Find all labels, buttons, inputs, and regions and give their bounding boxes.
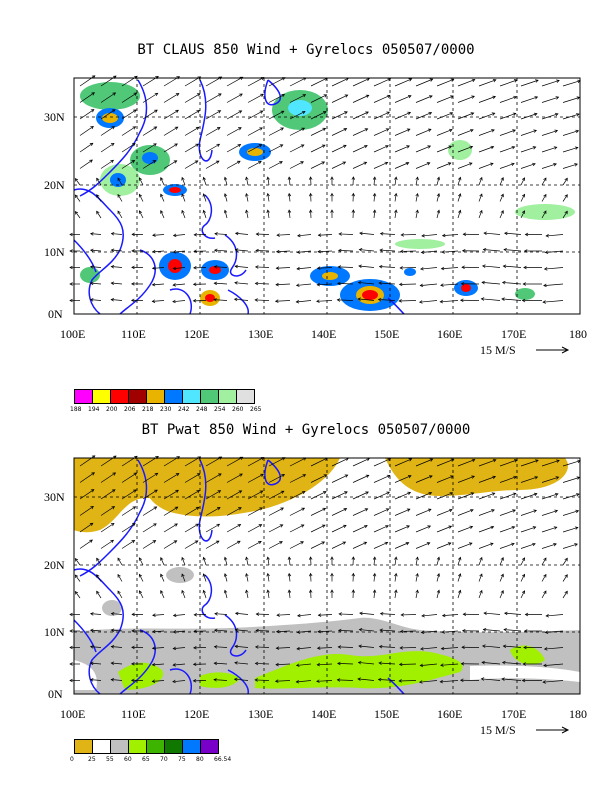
panel2-lon-160e: 160E (437, 707, 462, 721)
panel2-lon-130e: 130E (248, 707, 273, 721)
colorbar-swatch (92, 389, 111, 404)
colorbar-swatch (110, 739, 129, 754)
panel2-lon-120e: 120E (184, 707, 209, 721)
panel2-colorbar (74, 739, 218, 754)
colorbar-label: 70 (160, 756, 168, 763)
panel1-lat-0n: 0N (48, 307, 63, 321)
colorbar-label: 200 (106, 406, 117, 413)
colorbar-label: 242 (178, 406, 189, 413)
panel2-lon-150e: 150E (374, 707, 399, 721)
colorbar-label: 0 (70, 756, 74, 763)
panel1-lon-120e: 120E (184, 327, 209, 341)
panel1-lon-140e: 140E (311, 327, 336, 341)
colorbar-label: 218 (142, 406, 153, 413)
panel1-lat-30n: 30N (44, 110, 65, 124)
panel1-lat-labels: 30N 20N 10N 0N (44, 110, 65, 321)
colorbar-label: 75 (178, 756, 186, 763)
colorbar-swatch (128, 389, 147, 404)
panel1-scale-arrow (536, 347, 568, 353)
panel1-lon-160e: 160E (437, 327, 462, 341)
colorbar-label: 65 (142, 756, 150, 763)
colorbar-label: 265 (250, 406, 261, 413)
panel1-lon-170e: 170E (501, 327, 526, 341)
colorbar-label: 60 (124, 756, 132, 763)
colorbar-swatch (74, 389, 93, 404)
colorbar-label: 254 (214, 406, 225, 413)
panel1-lon-130e: 130E (248, 327, 273, 341)
colorbar-swatch (218, 389, 237, 404)
colorbar-label: 194 (88, 406, 99, 413)
panel1-map: 100E 110E 120E 130E 140E 150E 160E 170E … (0, 70, 612, 430)
colorbar-swatch (182, 389, 201, 404)
panel2-lat-30n: 30N (44, 490, 65, 504)
colorbar-swatch (146, 389, 165, 404)
colorbar-swatch (128, 739, 147, 754)
panel1-lat-10n: 10N (44, 245, 65, 259)
panel2-scale-arrow (536, 727, 568, 733)
panel2-lon-180: 180 (569, 707, 587, 721)
colorbar-label: 66.54 (214, 756, 231, 763)
panel1-scale-label: 15 M/S (480, 343, 516, 357)
panel2-lat-0n: 0N (48, 687, 63, 701)
colorbar-swatch (236, 389, 255, 404)
colorbar-swatch (164, 389, 183, 404)
colorbar-swatch (164, 739, 183, 754)
panel2-lon-140e: 140E (311, 707, 336, 721)
panel2-lat-labels: 30N 20N 10N 0N (44, 490, 65, 701)
panel2-lat-10n: 10N (44, 625, 65, 639)
colorbar-label: 188 (70, 406, 81, 413)
panel1-lon-110e: 110E (121, 327, 146, 341)
panel1-title: BT CLAUS 850 Wind + Gyrelocs 050507/0000 (0, 42, 612, 58)
colorbar-swatch (182, 739, 201, 754)
panel1-lon-150e: 150E (374, 327, 399, 341)
panel1-lon-180: 180 (569, 327, 587, 341)
colorbar-label: 260 (232, 406, 243, 413)
panel1-lat-20n: 20N (44, 178, 65, 192)
colorbar-label: 80 (196, 756, 204, 763)
panel2-lon-labels: 100E 110E 120E 130E 140E 150E 160E 170E … (60, 707, 587, 721)
panel2-lon-170e: 170E (501, 707, 526, 721)
panel1-lon-labels: 100E 110E 120E 130E 140E 150E 160E 170E … (60, 327, 587, 341)
colorbar-label: 230 (160, 406, 171, 413)
panel2-scale-label: 15 M/S (480, 723, 516, 737)
colorbar-swatch (200, 389, 219, 404)
colorbar-label: 206 (124, 406, 135, 413)
colorbar-swatch (92, 739, 111, 754)
panel2-lon-110e: 110E (121, 707, 146, 721)
panel1-colorbar (74, 389, 254, 404)
panel2-lat-20n: 20N (44, 558, 65, 572)
colorbar-swatch (74, 739, 93, 754)
colorbar-swatch (146, 739, 165, 754)
panel2-lon-100e: 100E (60, 707, 85, 721)
colorbar-swatch (200, 739, 219, 754)
colorbar-label: 55 (106, 756, 114, 763)
panel1-lon-100e: 100E (60, 327, 85, 341)
colorbar-label: 248 (196, 406, 207, 413)
panel2-title: BT Pwat 850 Wind + Gyrelocs 050507/0000 (0, 422, 612, 438)
colorbar-swatch (110, 389, 129, 404)
colorbar-label: 25 (88, 756, 96, 763)
